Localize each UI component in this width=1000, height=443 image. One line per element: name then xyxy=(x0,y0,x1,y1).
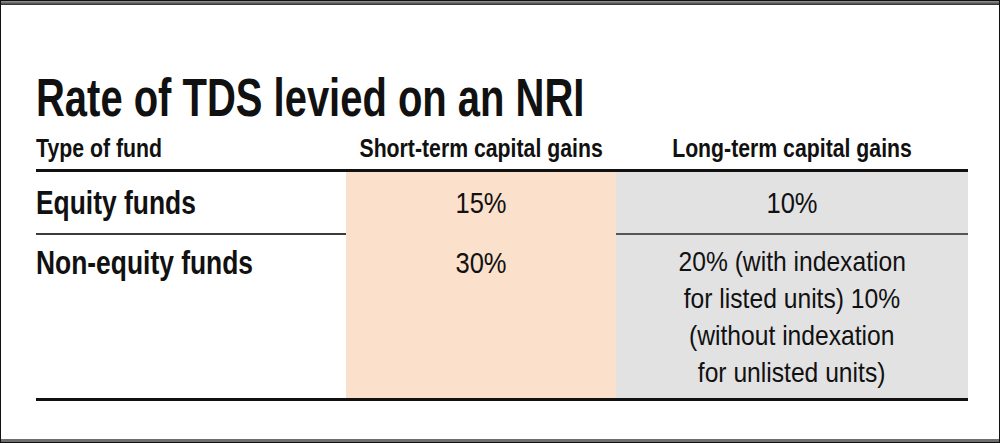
page-title: Rate of TDS levied on an NRI xyxy=(36,70,777,124)
bottom-rule xyxy=(1,439,999,442)
table-bottom-rule xyxy=(36,398,968,401)
row-label-equity-funds: Equity funds xyxy=(36,186,236,220)
column-header-type-of-fund: Type of fund xyxy=(36,134,184,162)
row-label-non-equity-funds: Non-equity funds xyxy=(36,246,307,280)
cell-equity-ltcg: 10% xyxy=(616,186,968,220)
tds-rate-panel: Rate of TDS levied on an NRI Type of fun… xyxy=(0,0,1000,443)
column-header-long-term: Long-term capital gains xyxy=(616,134,968,162)
row-separator-left xyxy=(36,233,346,235)
row-separator-right xyxy=(616,233,968,235)
cell-non-equity-ltcg: 20% (with indexation for listed units) 1… xyxy=(616,243,968,391)
column-header-short-term: Short-term capital gains xyxy=(346,134,616,162)
cell-non-equity-stcg: 30% xyxy=(346,246,616,280)
header-underline xyxy=(36,169,968,172)
page-title-text: Rate of TDS levied on an NRI xyxy=(36,70,584,124)
top-rule xyxy=(1,1,999,5)
cell-equity-stcg: 15% xyxy=(346,186,616,220)
